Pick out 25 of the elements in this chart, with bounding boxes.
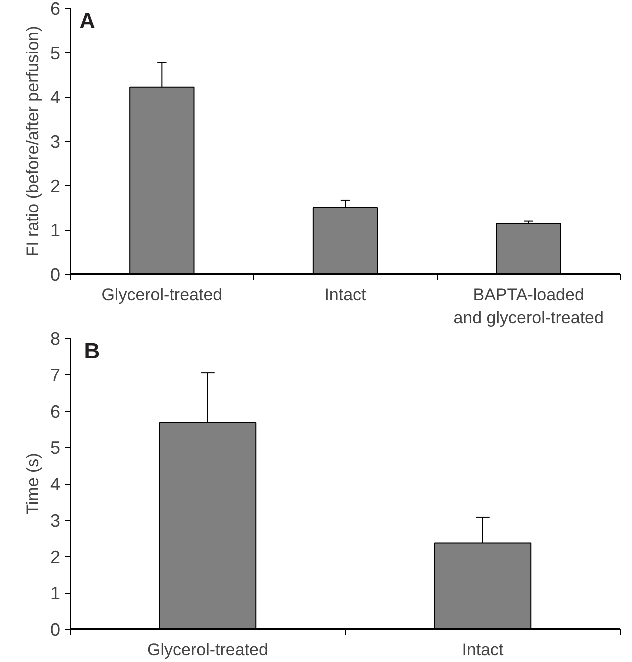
x-tick-label: Glycerol-treated — [148, 640, 268, 660]
y-tick-label: 0 — [50, 620, 61, 640]
chart-title: B — [84, 338, 100, 364]
y-axis-title: FI ratio (before/after perfusion) — [23, 26, 42, 257]
y-tick-label: 2 — [50, 176, 61, 196]
x-tick-label: Intact — [462, 640, 504, 660]
chart-title: A — [80, 8, 96, 34]
y-tick-label: 8 — [50, 329, 61, 349]
y-tick-label: 5 — [50, 43, 61, 64]
y-tick-label: 7 — [50, 365, 61, 386]
x-tick-label: Intact — [324, 286, 367, 304]
y-tick-label: 5 — [50, 438, 61, 458]
y-tick-label: 6 — [50, 0, 61, 19]
y-tick-label: 1 — [50, 584, 61, 604]
y-tick-label: 4 — [50, 474, 61, 494]
y-tick-label: 0 — [50, 265, 61, 285]
y-tick-label: 1 — [50, 220, 61, 241]
x-tick-label: BAPTA-loaded and glycerol-treated — [454, 286, 604, 328]
y-tick-label: 4 — [50, 88, 61, 108]
y-tick-label: 3 — [50, 510, 61, 531]
y-tick-label: 2 — [50, 547, 61, 568]
y-axis-title: Time (s) — [23, 453, 42, 515]
y-tick-label: 3 — [50, 132, 61, 152]
y-tick-label: 6 — [50, 402, 61, 422]
x-tick-label: Glycerol-treated — [102, 286, 223, 304]
